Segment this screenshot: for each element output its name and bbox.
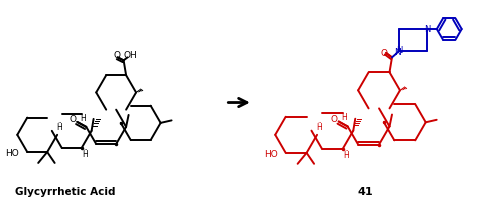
Text: 41: 41 bbox=[357, 187, 372, 197]
Text: HO: HO bbox=[264, 150, 278, 159]
Text: N: N bbox=[424, 25, 430, 34]
Text: O: O bbox=[114, 51, 120, 60]
Text: N: N bbox=[394, 48, 402, 57]
Text: O: O bbox=[330, 115, 338, 124]
Text: O: O bbox=[70, 116, 76, 124]
Text: Ḧ: Ḧ bbox=[82, 150, 88, 159]
Text: Ḧ: Ḧ bbox=[344, 151, 349, 160]
Text: Ḧ: Ḧ bbox=[316, 123, 322, 132]
Text: O: O bbox=[380, 49, 388, 58]
Text: H: H bbox=[341, 113, 347, 122]
Text: N: N bbox=[396, 46, 402, 55]
Text: Glycyrrhetic Acid: Glycyrrhetic Acid bbox=[15, 187, 116, 197]
Text: HO: HO bbox=[6, 150, 20, 159]
Text: H: H bbox=[80, 114, 86, 123]
Text: Ḧ: Ḧ bbox=[56, 123, 62, 132]
Text: OH: OH bbox=[123, 51, 137, 60]
